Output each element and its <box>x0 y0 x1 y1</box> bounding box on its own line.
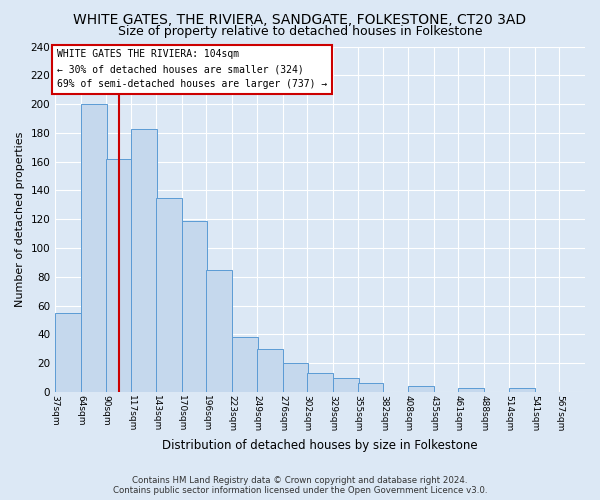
Y-axis label: Number of detached properties: Number of detached properties <box>15 132 25 307</box>
Bar <box>206 270 232 392</box>
Bar <box>131 128 157 392</box>
X-axis label: Distribution of detached houses by size in Folkestone: Distribution of detached houses by size … <box>162 440 478 452</box>
Bar <box>156 198 182 392</box>
Bar <box>333 378 359 392</box>
Text: Size of property relative to detached houses in Folkestone: Size of property relative to detached ho… <box>118 25 482 38</box>
Bar <box>408 386 434 392</box>
Bar <box>358 384 383 392</box>
Bar <box>182 220 208 392</box>
Bar <box>283 363 308 392</box>
Bar <box>307 374 333 392</box>
Text: WHITE GATES, THE RIVIERA, SANDGATE, FOLKESTONE, CT20 3AD: WHITE GATES, THE RIVIERA, SANDGATE, FOLK… <box>73 12 527 26</box>
Bar <box>232 338 258 392</box>
Text: Contains HM Land Registry data © Crown copyright and database right 2024.: Contains HM Land Registry data © Crown c… <box>132 476 468 485</box>
Bar <box>55 313 81 392</box>
Bar <box>257 349 283 392</box>
Text: Contains public sector information licensed under the Open Government Licence v3: Contains public sector information licen… <box>113 486 487 495</box>
Bar <box>458 388 484 392</box>
Bar <box>106 159 131 392</box>
Bar <box>81 104 107 392</box>
Text: WHITE GATES THE RIVIERA: 104sqm
← 30% of detached houses are smaller (324)
69% o: WHITE GATES THE RIVIERA: 104sqm ← 30% of… <box>57 50 328 89</box>
Bar <box>509 388 535 392</box>
